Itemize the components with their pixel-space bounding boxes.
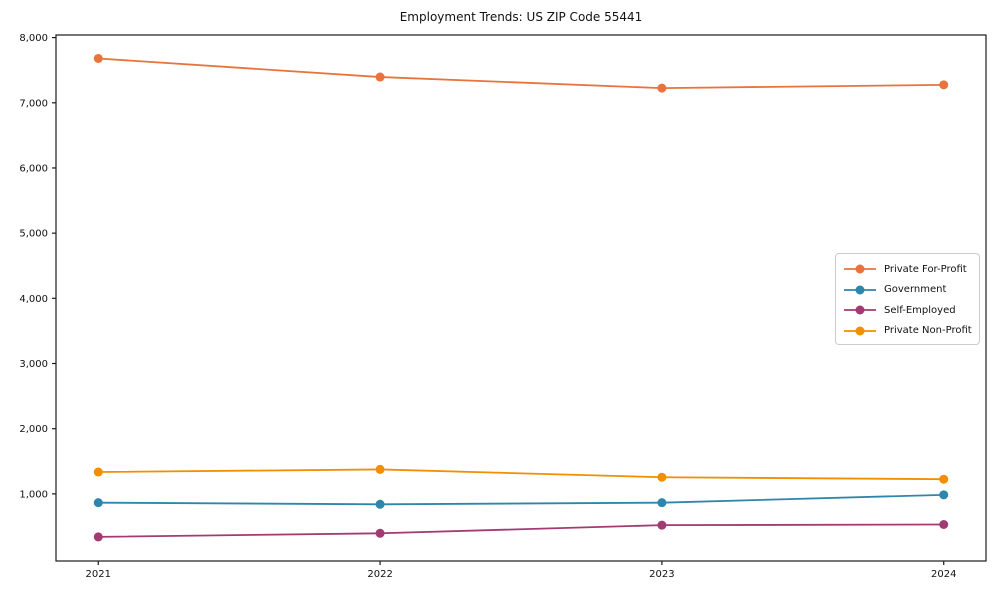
data-point-private-for-profit [657, 83, 667, 93]
data-point-private-for-profit [939, 80, 949, 90]
y-tick-label: 3,000 [19, 359, 48, 370]
data-point-private-for-profit [93, 53, 103, 63]
y-tick-label: 5,000 [19, 229, 48, 240]
series-line-private-non-profit [97, 468, 945, 481]
data-point-self-employed [939, 519, 949, 529]
data-point-private-non-profit [657, 472, 667, 482]
x-tick-label: 2022 [367, 569, 392, 580]
legend-item: Government [843, 280, 975, 301]
y-tick-label: 7,000 [19, 98, 48, 109]
data-point-government [939, 490, 949, 500]
legend-item: Private For-Profit [843, 259, 975, 280]
y-tick-label: 1,000 [19, 489, 48, 500]
y-tick-label: 4,000 [19, 294, 48, 305]
x-tick-label: 2021 [86, 569, 111, 580]
data-point-self-employed [93, 532, 103, 542]
x-tick-label: 2023 [649, 569, 674, 580]
legend-marker-icon [844, 264, 876, 274]
series-line-self-employed [97, 523, 945, 538]
data-point-private-non-profit [375, 464, 385, 474]
legend: Private For-Profit Government Self-Employe… [835, 253, 980, 345]
legend-label: Self-Employed [884, 304, 956, 316]
legend-item: Private Non-Profit [843, 321, 975, 342]
data-point-private-non-profit [939, 474, 949, 484]
chart-title: Employment Trends: US ZIP Code 55441 [399, 10, 643, 24]
legend-marker-icon [844, 305, 876, 315]
y-tick-label: 8,000 [19, 33, 48, 44]
y-tick-label: 2,000 [19, 424, 48, 435]
data-point-private-non-profit [93, 467, 103, 477]
data-point-self-employed [375, 528, 385, 538]
series-line-government [97, 493, 945, 506]
x-tick-label: 2024 [931, 569, 956, 580]
data-point-government [657, 498, 667, 508]
legend-label: Private Non-Profit [884, 325, 972, 337]
series-line-private-for-profit [97, 57, 945, 90]
data-point-self-employed [657, 520, 667, 530]
data-point-private-for-profit [375, 72, 385, 82]
legend-marker-icon [844, 326, 876, 336]
legend-label: Private For-Profit [884, 263, 967, 275]
legend-label: Government [884, 284, 947, 296]
y-tick-label: 6,000 [19, 163, 48, 174]
data-point-government [375, 499, 385, 509]
legend-marker-icon [844, 285, 876, 295]
data-point-government [93, 498, 103, 508]
legend-item: Self-Employed [843, 300, 975, 321]
